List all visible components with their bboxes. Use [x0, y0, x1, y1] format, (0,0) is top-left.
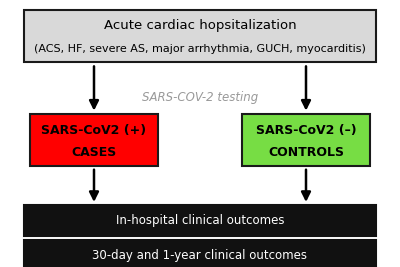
- Text: SARS-CoV2 (–): SARS-CoV2 (–): [256, 124, 356, 136]
- FancyBboxPatch shape: [30, 114, 158, 166]
- Text: SARS-COV-2 testing: SARS-COV-2 testing: [142, 91, 258, 104]
- Text: (ACS, HF, severe AS, major arrhythmia, GUCH, myocarditis): (ACS, HF, severe AS, major arrhythmia, G…: [34, 44, 366, 54]
- FancyBboxPatch shape: [24, 205, 376, 236]
- Text: CASES: CASES: [71, 147, 117, 159]
- Text: SARS-CoV2 (+): SARS-CoV2 (+): [42, 124, 146, 136]
- FancyBboxPatch shape: [242, 114, 370, 166]
- FancyBboxPatch shape: [24, 10, 376, 62]
- Text: Acute cardiac hopsitalization: Acute cardiac hopsitalization: [104, 19, 296, 32]
- Text: 30-day and 1-year clinical outcomes: 30-day and 1-year clinical outcomes: [92, 249, 308, 262]
- FancyBboxPatch shape: [24, 240, 376, 267]
- Text: In-hospital clinical outcomes: In-hospital clinical outcomes: [116, 214, 284, 227]
- Text: CONTROLS: CONTROLS: [268, 147, 344, 159]
